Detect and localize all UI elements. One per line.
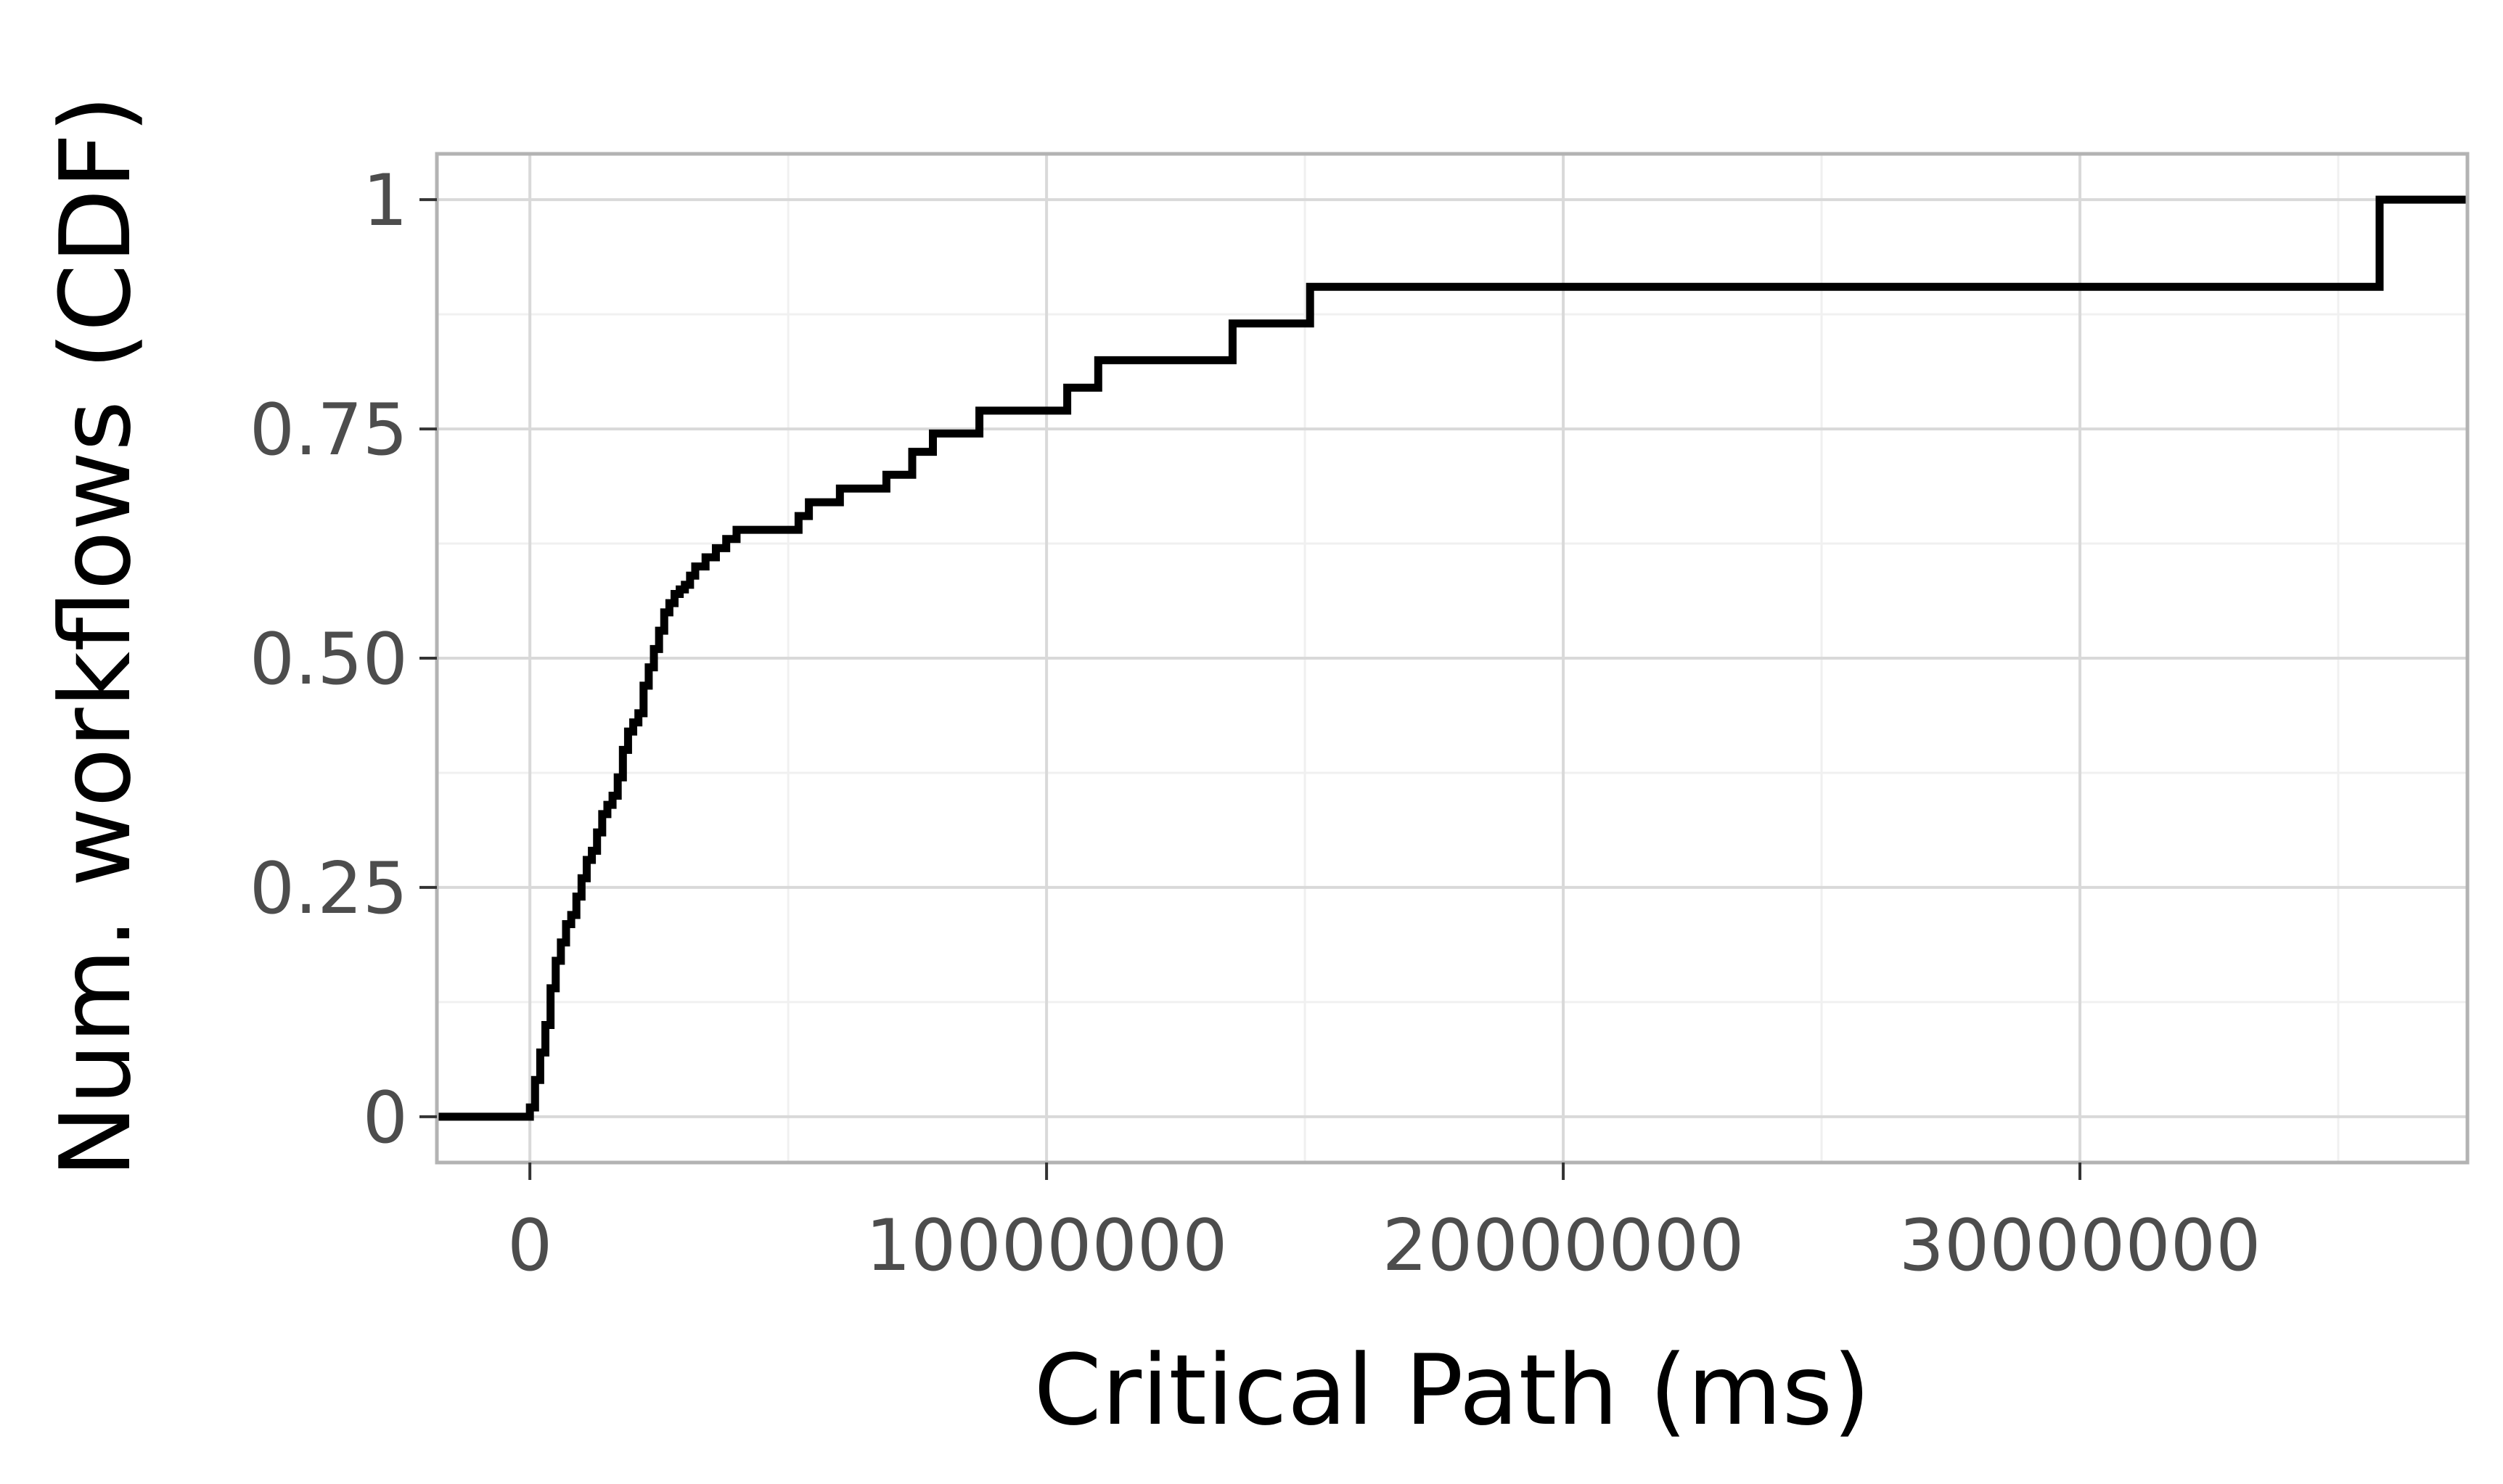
x-axis-title: Critical Path (ms) [1033, 1334, 1870, 1447]
y-axis-title: Num. workflows (CDF) [39, 95, 152, 1178]
y-tick-label: 0.25 [250, 848, 408, 930]
y-tick-label: 1 [363, 160, 408, 242]
y-tick-label: 0.50 [250, 618, 408, 701]
x-tick-label: 30000000 [1899, 1205, 2261, 1287]
y-tick-label: 0.75 [250, 389, 408, 472]
series-layer [437, 195, 2467, 1121]
x-tick-label: 10000000 [866, 1205, 1228, 1287]
cdf-step-line [437, 195, 2467, 1121]
y-tick-label: 0 [363, 1077, 408, 1160]
y-axis-ticks: 0 0.25 0.50 0.75 1 [250, 160, 437, 1160]
x-axis-ticks: 0 10000000 20000000 30000000 [507, 1163, 2261, 1287]
grid-major [437, 154, 2467, 1163]
x-tick-label: 20000000 [1382, 1205, 1745, 1287]
x-tick-label: 0 [507, 1205, 552, 1287]
